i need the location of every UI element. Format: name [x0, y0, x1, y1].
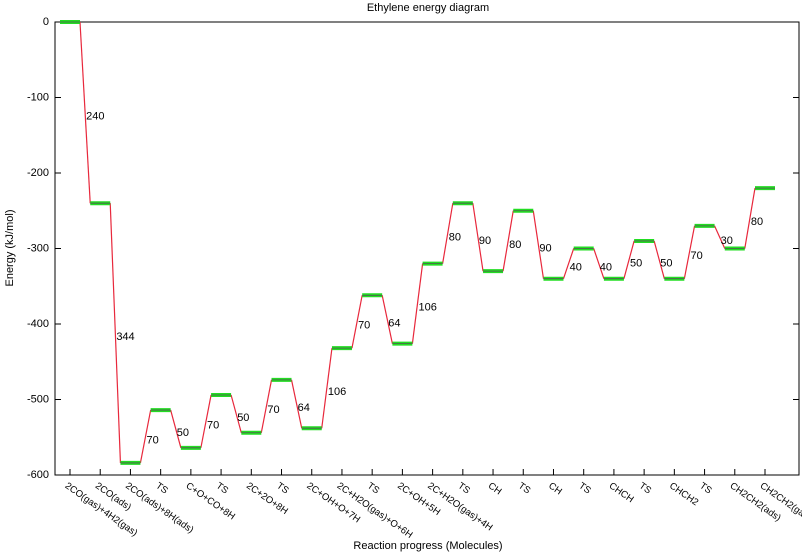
- x-tick-label: TS: [274, 481, 290, 497]
- connector: [623, 240, 635, 279]
- x-tick-label: CHCH2: [667, 481, 700, 509]
- connector: [230, 394, 242, 433]
- x-tick-label: CH: [546, 481, 564, 498]
- connector: [321, 348, 333, 429]
- connector: [562, 248, 575, 279]
- y-tick-label: -300: [27, 242, 49, 254]
- transition-label: 240: [86, 111, 104, 123]
- x-tick-label: TS: [456, 481, 472, 497]
- transition-label: 50: [630, 258, 642, 270]
- connector: [593, 248, 605, 279]
- transition-label: 70: [690, 250, 702, 262]
- connector: [502, 210, 514, 272]
- y-axis-title: Energy (kJ/mol): [4, 209, 16, 286]
- x-tick-label: TS: [697, 481, 713, 497]
- y-tick-label: -100: [27, 91, 49, 103]
- connector: [381, 295, 393, 344]
- connector: [683, 225, 696, 279]
- x-tick-label: TS: [153, 481, 169, 497]
- y-tick-label: -500: [27, 393, 49, 405]
- x-tick-label: 2C+OH+O+7H: [305, 481, 363, 526]
- transition-label: 90: [539, 243, 551, 255]
- transition-label: 70: [358, 320, 370, 332]
- transition-label: 80: [449, 231, 461, 243]
- y-tick-label: -600: [27, 469, 49, 481]
- transition-label: 50: [660, 258, 672, 270]
- x-tick-label: TS: [637, 481, 653, 497]
- connector: [532, 210, 545, 279]
- transition-label: 30: [721, 235, 733, 247]
- connector: [653, 240, 665, 279]
- x-tick-label: TS: [365, 481, 381, 497]
- transition-label: 106: [419, 302, 437, 314]
- transition-label: 90: [479, 235, 491, 247]
- transition-label: 70: [147, 434, 159, 446]
- transition-label: 80: [751, 216, 763, 228]
- transition-label: 40: [600, 262, 612, 274]
- transition-label: 344: [116, 331, 134, 343]
- y-tick-label: -400: [27, 318, 49, 330]
- connector: [351, 295, 363, 349]
- x-tick-label: CH: [486, 481, 504, 498]
- x-tick-label: TS: [577, 481, 593, 497]
- transition-label: 106: [328, 386, 346, 398]
- plot-frame: [54, 21, 800, 476]
- connector: [714, 225, 726, 249]
- connector: [472, 203, 484, 272]
- transition-label: 64: [388, 317, 400, 329]
- connector: [139, 409, 152, 464]
- connector: [109, 203, 122, 463]
- connector: [744, 187, 756, 249]
- transition-label: 80: [509, 239, 521, 251]
- connector: [290, 379, 303, 429]
- x-axis-title: Reaction progress (Molecules): [353, 540, 502, 552]
- connector: [442, 203, 454, 264]
- transition-label: 70: [267, 404, 279, 416]
- y-tick-label: 0: [43, 16, 49, 28]
- chart-title: Ethylene energy diagram: [367, 2, 489, 14]
- transition-label: 50: [237, 412, 249, 424]
- x-tick-label: TS: [214, 481, 230, 497]
- transition-label: 50: [177, 427, 189, 439]
- connector: [411, 263, 424, 344]
- x-tick-label: TS: [516, 481, 532, 497]
- connector: [170, 409, 182, 448]
- transition-label: 64: [298, 402, 310, 414]
- transition-label: 70: [207, 419, 219, 431]
- y-tick-label: -200: [27, 167, 49, 179]
- connector: [260, 379, 273, 433]
- connector: [200, 394, 212, 448]
- x-tick-label: CHCH: [607, 481, 636, 506]
- transition-label: 40: [570, 262, 582, 274]
- connector: [79, 21, 91, 204]
